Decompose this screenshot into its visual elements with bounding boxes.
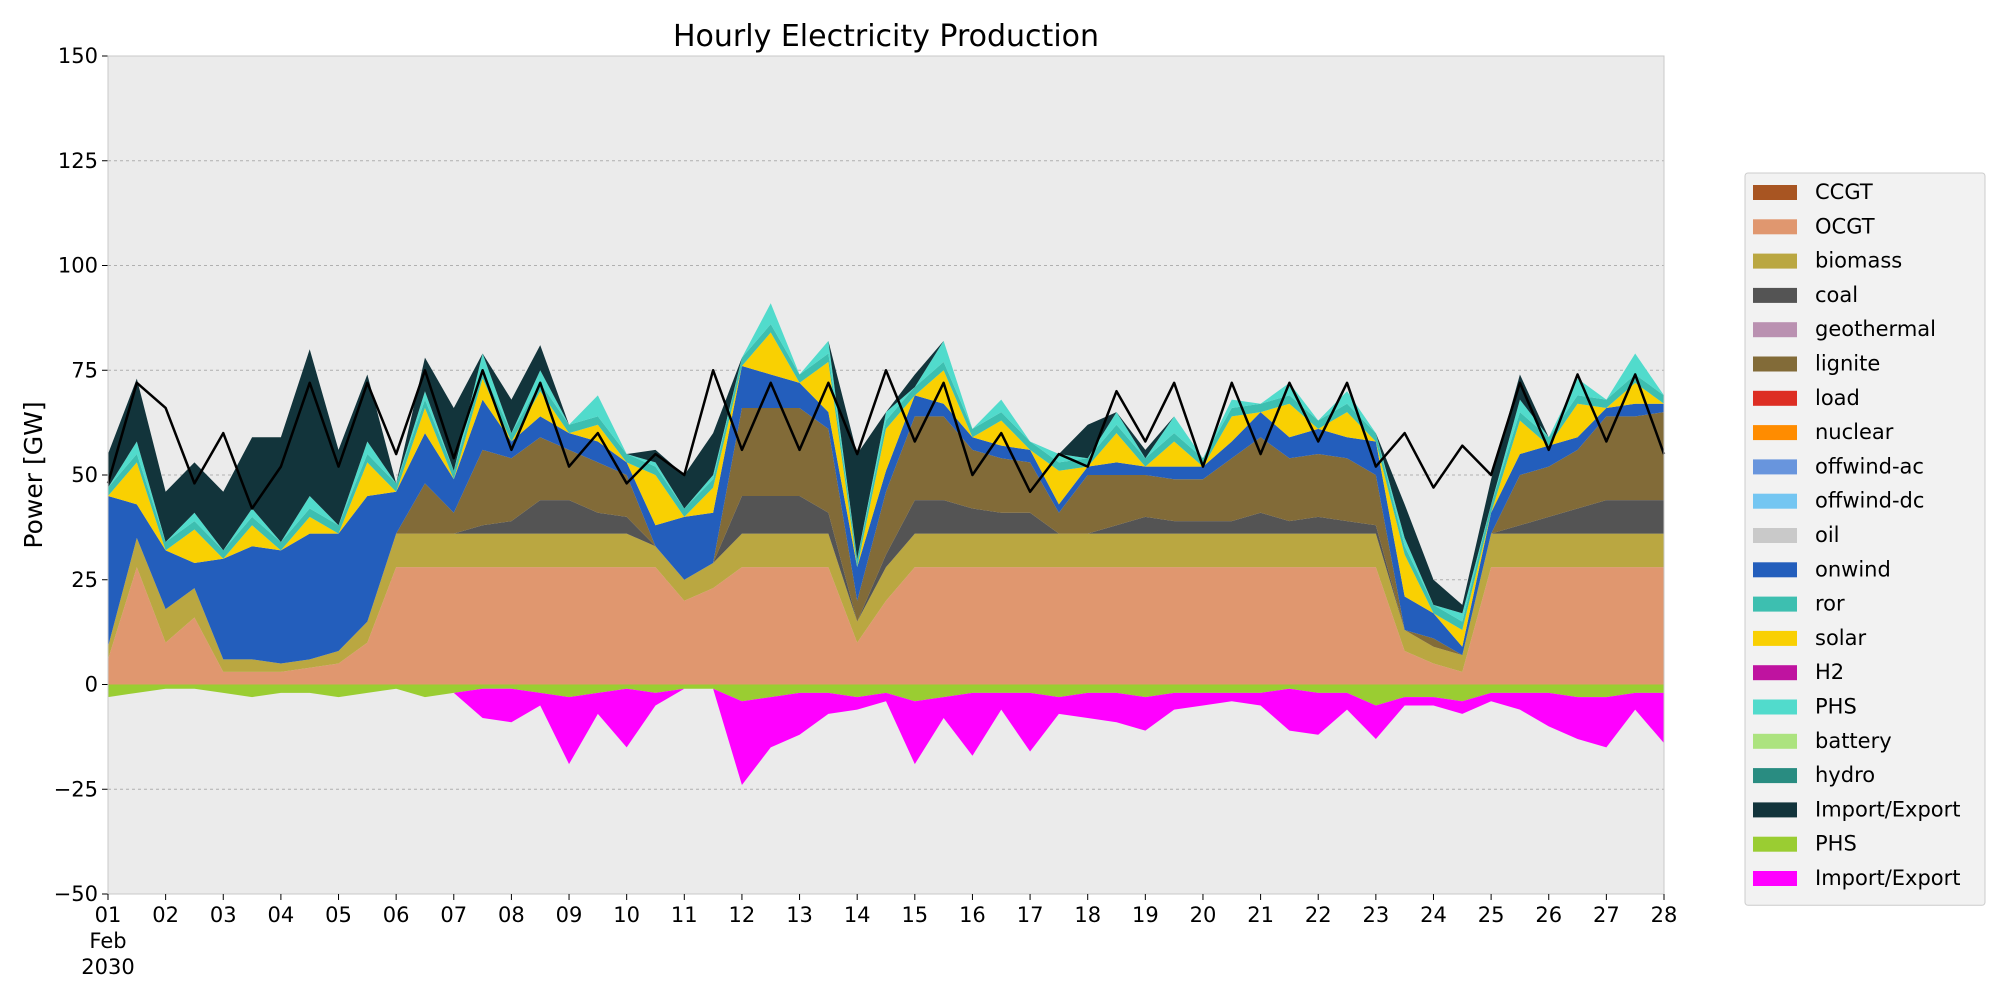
x-tick-label: 21 bbox=[1247, 903, 1274, 927]
x-tick-label: 05 bbox=[325, 903, 352, 927]
legend-swatch bbox=[1753, 390, 1797, 406]
area-series-biomass bbox=[108, 533, 1664, 672]
legend-swatch bbox=[1753, 871, 1797, 886]
x-tick-label: 02 bbox=[152, 903, 179, 927]
legend-box bbox=[1744, 172, 1986, 906]
x-tick-label: 12 bbox=[729, 903, 756, 927]
x-tick-label: 18 bbox=[1074, 903, 1101, 927]
x-tick-label: 20 bbox=[1190, 903, 1217, 927]
legend-swatch bbox=[1753, 185, 1797, 200]
legend-swatch bbox=[1753, 630, 1797, 646]
x-tick-label: 24 bbox=[1420, 903, 1447, 927]
legend-swatch bbox=[1753, 493, 1797, 509]
x-tick-label: 28 bbox=[1651, 903, 1678, 927]
legend-swatch bbox=[1753, 425, 1797, 441]
x-tick-label: 27 bbox=[1593, 903, 1620, 927]
x-tick-label: 26 bbox=[1535, 903, 1562, 927]
legend: CCGT OCGT biomass coal geothermal lignite load… bbox=[1744, 172, 1986, 906]
x-tick-label: 13 bbox=[786, 903, 813, 927]
legend-label: geothermal bbox=[1815, 317, 1936, 341]
legend-swatch bbox=[1753, 836, 1797, 852]
y-tick-label: −25 bbox=[54, 777, 98, 801]
plot-frame bbox=[107, 55, 1665, 895]
x-tick-label: 08 bbox=[498, 903, 525, 927]
x-tick-label: 25 bbox=[1478, 903, 1505, 927]
legend-swatch bbox=[1753, 665, 1797, 681]
legend-swatch bbox=[1753, 733, 1797, 749]
plot-area: −50 −25 0 25 50 75 100 125 150 01 02 03 04 05 06 07 08 09… bbox=[54, 44, 1678, 979]
legend-swatch bbox=[1753, 528, 1797, 543]
legend-label: oil bbox=[1815, 523, 1840, 547]
legend-label: OCGT bbox=[1815, 214, 1875, 238]
legend-label: CCGT bbox=[1815, 180, 1873, 204]
legend-swatch bbox=[1753, 768, 1797, 784]
x-tick-label: 16 bbox=[959, 903, 986, 927]
area-series-import-export bbox=[108, 688, 1664, 786]
area-series-import-export bbox=[108, 303, 1664, 614]
area-series-lignite bbox=[108, 407, 1664, 664]
y-tick-label: 100 bbox=[58, 254, 98, 278]
chart-title: Hourly Electricity Production bbox=[673, 19, 1099, 54]
x-tick-label: 09 bbox=[556, 903, 583, 927]
legend-swatch bbox=[1753, 802, 1797, 818]
legend-label: PHS bbox=[1815, 832, 1857, 856]
y-tick-label: −50 bbox=[54, 882, 98, 906]
load-line bbox=[106, 369, 1666, 510]
x-tick-label: 14 bbox=[844, 903, 871, 927]
legend-swatch bbox=[1753, 699, 1797, 715]
legend-swatch bbox=[1753, 219, 1797, 235]
y-tick-label: 25 bbox=[71, 568, 98, 592]
area-series-phs bbox=[108, 684, 1664, 706]
y-tick-label: 75 bbox=[71, 358, 98, 382]
x-tick-label: 11 bbox=[671, 903, 698, 927]
x-tick-label: 07 bbox=[440, 903, 467, 927]
x-tick-label: 04 bbox=[268, 903, 295, 927]
x-tick-label: 17 bbox=[1017, 903, 1044, 927]
y-tick-label: 0 bbox=[85, 673, 98, 697]
legend-label: load bbox=[1815, 386, 1860, 410]
legend-label: battery bbox=[1815, 729, 1892, 753]
legend-label: biomass bbox=[1815, 249, 1902, 273]
legend-label: offwind-ac bbox=[1815, 454, 1924, 478]
legend-label: solar bbox=[1815, 626, 1866, 650]
x-tick-label: 23 bbox=[1362, 903, 1389, 927]
legend-label: coal bbox=[1815, 283, 1858, 307]
y-axis-title: Power [GW] bbox=[19, 401, 48, 548]
x-tick-label: 19 bbox=[1132, 903, 1159, 927]
x-tick-label: 06 bbox=[383, 903, 410, 927]
x-tick-sublabel: 2030 bbox=[81, 955, 134, 979]
legend-swatch bbox=[1753, 322, 1797, 338]
y-tick-label: 150 bbox=[58, 44, 98, 68]
x-tick-label: 01 bbox=[95, 903, 122, 927]
legend-swatch bbox=[1753, 253, 1797, 269]
x-tick-label: 22 bbox=[1305, 903, 1332, 927]
legend-label: PHS bbox=[1815, 695, 1857, 719]
area-series-ror bbox=[108, 324, 1664, 631]
area-series-onwind bbox=[108, 366, 1664, 664]
x-tick-label: 03 bbox=[210, 903, 237, 927]
legend-label: onwind bbox=[1815, 557, 1891, 581]
legend-label: hydro bbox=[1815, 763, 1875, 787]
legend-label: H2 bbox=[1815, 660, 1844, 684]
area-series-ocgt bbox=[108, 567, 1664, 685]
legend-swatch bbox=[1753, 287, 1797, 303]
legend-label: offwind-dc bbox=[1815, 489, 1924, 513]
x-tick-label: 15 bbox=[901, 903, 928, 927]
legend-label: Import/Export bbox=[1815, 797, 1961, 821]
legend-swatch bbox=[1753, 459, 1797, 475]
legend-label: nuclear bbox=[1815, 420, 1894, 444]
legend-swatch bbox=[1753, 356, 1797, 372]
x-tick-sublabel: Feb bbox=[89, 929, 126, 953]
legend-swatch bbox=[1753, 596, 1797, 612]
y-tick-label: 50 bbox=[71, 463, 98, 487]
x-tick-label: 10 bbox=[613, 903, 640, 927]
y-tick-label: 125 bbox=[58, 149, 98, 173]
legend-swatch bbox=[1753, 562, 1797, 578]
legend-label: lignite bbox=[1815, 352, 1880, 376]
legend-label: Import/Export bbox=[1815, 866, 1961, 890]
legend-label: ror bbox=[1815, 592, 1845, 616]
